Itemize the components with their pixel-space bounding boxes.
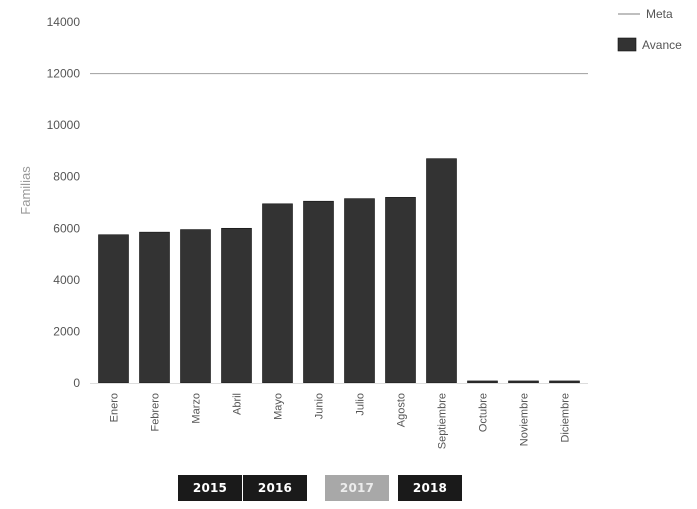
x-tick-label: Noviembre	[519, 393, 531, 446]
x-tick-label: Septiembre	[437, 393, 449, 449]
bar-agosto	[385, 197, 416, 384]
x-tick-label: Octubre	[478, 393, 490, 432]
y-tick-label: 0	[73, 376, 80, 390]
bar-julio	[344, 198, 375, 384]
bar-octubre	[467, 380, 498, 384]
bar-mayo	[262, 203, 293, 384]
y-axis-label: Familias	[18, 166, 33, 215]
bar-diciembre	[549, 380, 580, 384]
x-tick-label: Enero	[109, 393, 121, 422]
x-tick-label: Diciembre	[560, 393, 572, 443]
year-button-2018[interactable]: 2018	[398, 475, 462, 501]
x-tick-label: Febrero	[150, 393, 162, 432]
bar-abril	[221, 227, 252, 384]
bar-junio	[303, 200, 334, 384]
x-tick-label: Agosto	[396, 393, 408, 427]
bar-marzo	[180, 229, 211, 384]
y-tick-label: 2000	[53, 324, 80, 338]
y-tick-label: 6000	[53, 221, 80, 235]
year-button-2017[interactable]: 2017	[325, 475, 389, 501]
x-tick-label: Marzo	[191, 393, 203, 424]
y-tick-label: 4000	[53, 273, 80, 287]
bar-febrero	[139, 231, 170, 384]
year-button-2016[interactable]: 2016	[243, 475, 307, 501]
y-tick-label: 12000	[47, 67, 81, 81]
legend-avance-label: Avance	[642, 38, 682, 52]
bar-noviembre	[508, 380, 539, 384]
x-tick-label: Julio	[355, 393, 367, 416]
x-tick-label: Junio	[314, 393, 326, 419]
bar-septiembre	[426, 158, 457, 384]
y-tick-label: 10000	[47, 118, 81, 132]
legend-meta-label: Meta	[646, 7, 673, 21]
y-tick-label: 14000	[47, 15, 81, 29]
bar-enero	[98, 234, 129, 384]
legend-avance-swatch	[617, 37, 637, 52]
year-selector: 2015 2016 2017 2018	[0, 475, 697, 503]
year-button-2015[interactable]: 2015	[178, 475, 242, 501]
x-tick-label: Mayo	[273, 393, 285, 420]
y-tick-label: 8000	[53, 170, 80, 184]
x-tick-label: Abril	[232, 393, 244, 415]
